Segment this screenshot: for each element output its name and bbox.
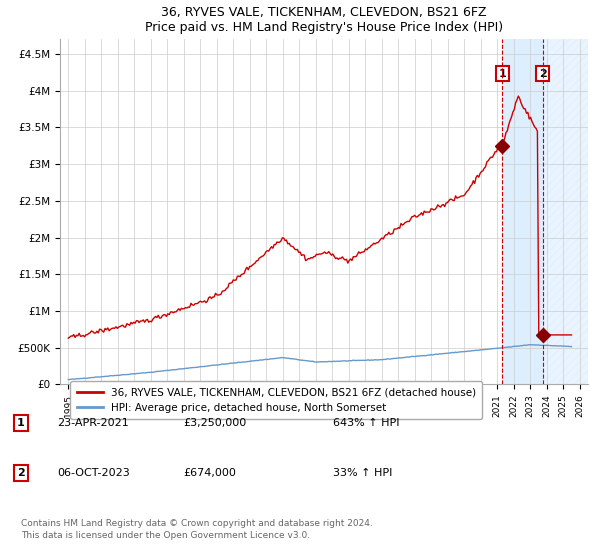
Legend: 36, RYVES VALE, TICKENHAM, CLEVEDON, BS21 6FZ (detached house), HPI: Average pri: 36, RYVES VALE, TICKENHAM, CLEVEDON, BS2… <box>70 381 482 419</box>
Bar <box>543 39 588 384</box>
Title: 36, RYVES VALE, TICKENHAM, CLEVEDON, BS21 6FZ
Price paid vs. HM Land Registry's : 36, RYVES VALE, TICKENHAM, CLEVEDON, BS2… <box>145 6 503 34</box>
Text: £3,250,000: £3,250,000 <box>183 418 246 428</box>
Text: 23-APR-2021: 23-APR-2021 <box>57 418 129 428</box>
Text: 06-OCT-2023: 06-OCT-2023 <box>57 468 130 478</box>
Text: £674,000: £674,000 <box>183 468 236 478</box>
Text: 1: 1 <box>17 418 25 428</box>
Text: 1: 1 <box>499 69 506 79</box>
Text: 2: 2 <box>539 69 547 79</box>
Bar <box>502 39 543 384</box>
Text: 643% ↑ HPI: 643% ↑ HPI <box>333 418 400 428</box>
Text: 33% ↑ HPI: 33% ↑ HPI <box>333 468 392 478</box>
Text: Contains HM Land Registry data © Crown copyright and database right 2024.
This d: Contains HM Land Registry data © Crown c… <box>21 519 373 540</box>
Text: 2: 2 <box>17 468 25 478</box>
